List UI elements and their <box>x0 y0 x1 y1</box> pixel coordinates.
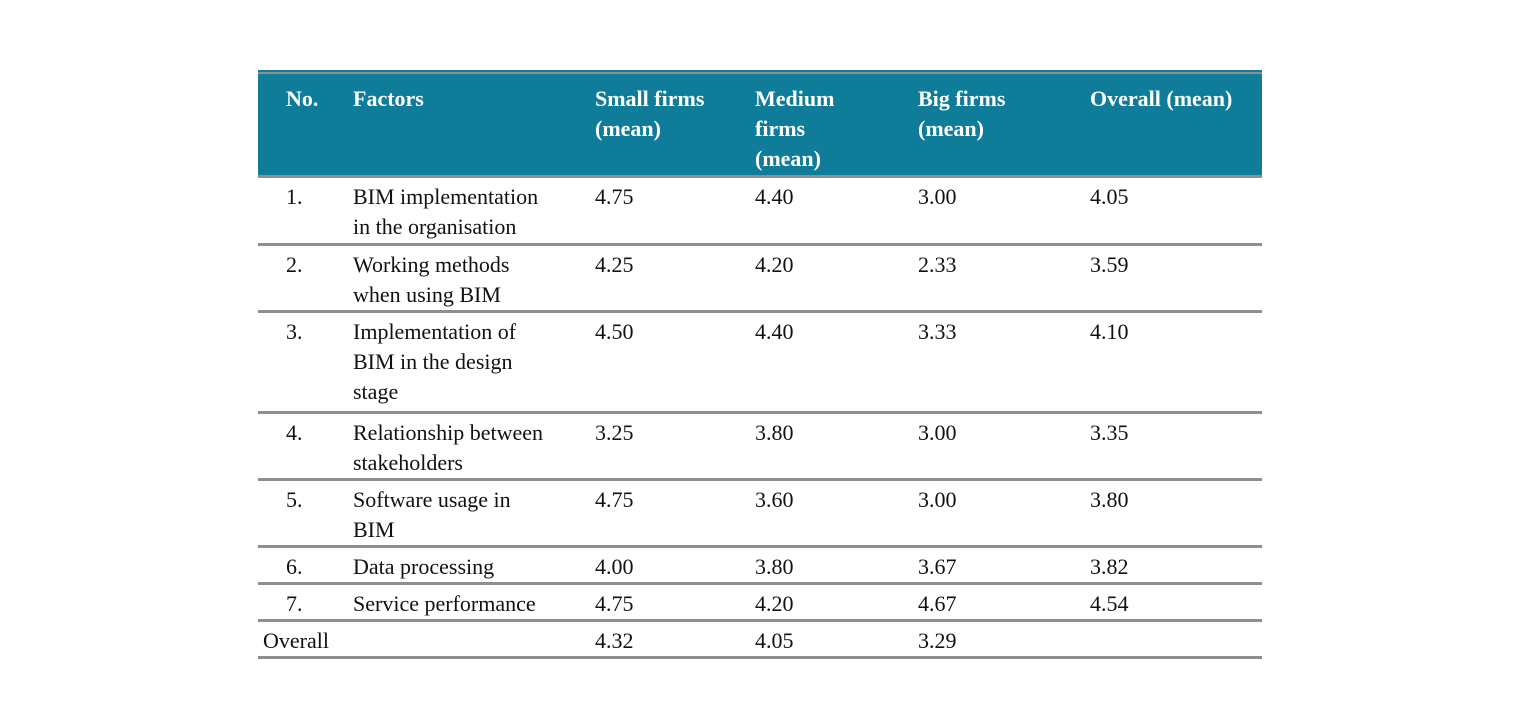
cell-small-firms: 3.25 <box>595 414 755 481</box>
cell-big-firms: 2.33 <box>918 246 1090 313</box>
cell-small-firms: 4.25 <box>595 246 755 313</box>
cell-factor: Working methods when using BIM <box>353 246 595 313</box>
col-header-big-firms: Big firms (mean) <box>918 72 1090 178</box>
cell-big-firms: 3.33 <box>918 313 1090 414</box>
cell-overall: 3.82 <box>1090 548 1262 585</box>
cell-big-firms: 4.67 <box>918 585 1090 622</box>
footer-medium-firms: 4.05 <box>755 622 918 659</box>
header-row: No. Factors Small firms (mean) Medium fi… <box>258 72 1262 178</box>
col-header-overall: Overall (mean) <box>1090 72 1262 178</box>
cell-small-firms: 4.75 <box>595 178 755 246</box>
cell-medium-firms: 4.40 <box>755 313 918 414</box>
cell-overall: 3.35 <box>1090 414 1262 481</box>
table-body: 1. BIM implementation in the organisatio… <box>258 178 1262 659</box>
footer-big-firms: 3.29 <box>918 622 1090 659</box>
cell-factor: BIM implementation in the organisation <box>353 178 595 246</box>
cell-factor: Software usage in BIM <box>353 481 595 548</box>
cell-factor: Service performance <box>353 585 595 622</box>
cell-medium-firms: 3.80 <box>755 548 918 585</box>
cell-overall: 3.80 <box>1090 481 1262 548</box>
cell-no: 6. <box>258 548 353 585</box>
cell-overall: 4.05 <box>1090 178 1262 246</box>
cell-factor: Data processing <box>353 548 595 585</box>
cell-small-firms: 4.00 <box>595 548 755 585</box>
table-row: 5. Software usage in BIM 4.75 3.60 3.00 … <box>258 481 1262 548</box>
cell-overall: 4.54 <box>1090 585 1262 622</box>
cell-big-firms: 3.00 <box>918 481 1090 548</box>
cell-medium-firms: 4.40 <box>755 178 918 246</box>
cell-big-firms: 3.00 <box>918 178 1090 246</box>
cell-factor: Relationship between stakeholders <box>353 414 595 481</box>
cell-medium-firms: 3.60 <box>755 481 918 548</box>
cell-no: 1. <box>258 178 353 246</box>
col-header-small-firms: Small firms (mean) <box>595 72 755 178</box>
cell-no: 2. <box>258 246 353 313</box>
cell-overall: 4.10 <box>1090 313 1262 414</box>
cell-medium-firms: 3.80 <box>755 414 918 481</box>
table-row: 1. BIM implementation in the organisatio… <box>258 178 1262 246</box>
table-row: 7. Service performance 4.75 4.20 4.67 4.… <box>258 585 1262 622</box>
cell-no: 4. <box>258 414 353 481</box>
table-row: 4. Relationship between stakeholders 3.2… <box>258 414 1262 481</box>
factors-mean-table: No. Factors Small firms (mean) Medium fi… <box>258 70 1262 659</box>
table-row: 3. Implementation of BIM in the design s… <box>258 313 1262 414</box>
cell-no: 5. <box>258 481 353 548</box>
cell-medium-firms: 4.20 <box>755 246 918 313</box>
cell-no: 3. <box>258 313 353 414</box>
cell-no: 7. <box>258 585 353 622</box>
cell-small-firms: 4.50 <box>595 313 755 414</box>
cell-factor: Implementation of BIM in the design stag… <box>353 313 595 414</box>
cell-small-firms: 4.75 <box>595 481 755 548</box>
cell-big-firms: 3.00 <box>918 414 1090 481</box>
cell-big-firms: 3.67 <box>918 548 1090 585</box>
factors-table-container: No. Factors Small firms (mean) Medium fi… <box>258 70 1262 659</box>
cell-overall: 3.59 <box>1090 246 1262 313</box>
footer-overall <box>1090 622 1262 659</box>
footer-small-firms: 4.32 <box>595 622 755 659</box>
col-header-factors: Factors <box>353 72 595 178</box>
footer-label: Overall <box>258 622 595 659</box>
table-row: 6. Data processing 4.00 3.80 3.67 3.82 <box>258 548 1262 585</box>
table-row: 2. Working methods when using BIM 4.25 4… <box>258 246 1262 313</box>
cell-medium-firms: 4.20 <box>755 585 918 622</box>
table-header: No. Factors Small firms (mean) Medium fi… <box>258 72 1262 178</box>
cell-small-firms: 4.75 <box>595 585 755 622</box>
table-footer-row: Overall 4.32 4.05 3.29 <box>258 622 1262 659</box>
col-header-medium-firms: Medium firms (mean) <box>755 72 918 178</box>
col-header-no: No. <box>258 72 353 178</box>
